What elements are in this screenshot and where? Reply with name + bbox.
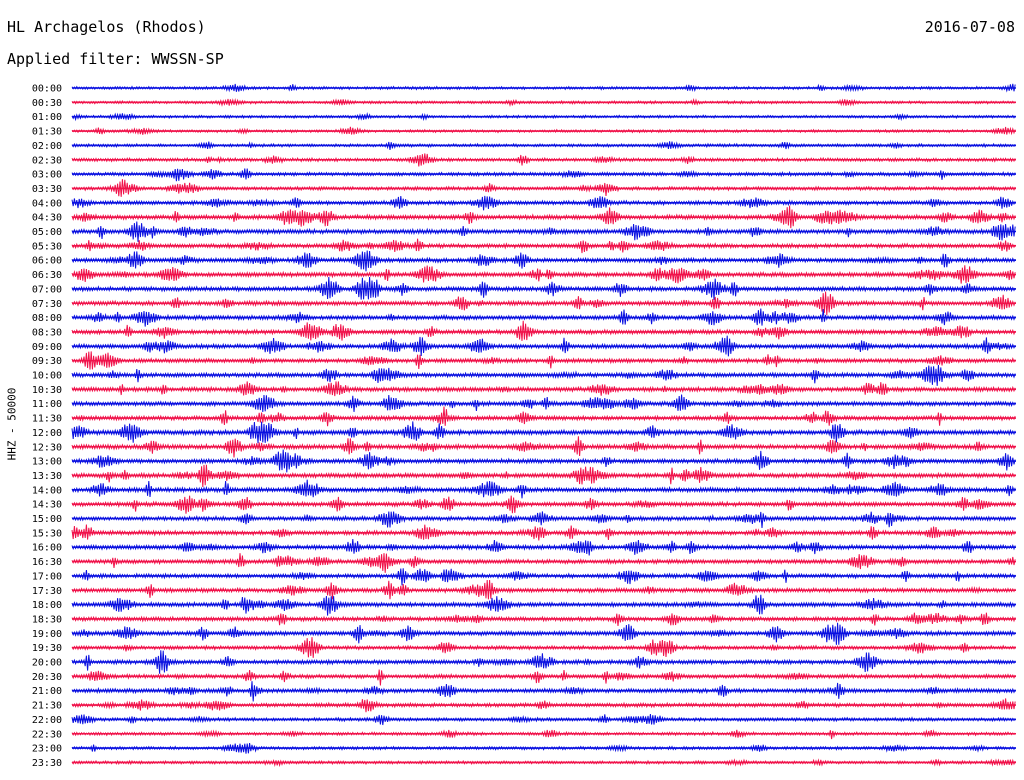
row-time-label: 14:30 [32,500,62,511]
trace-line [71,112,1016,122]
trace-line [71,276,1016,300]
trace-line [71,250,1016,272]
row-time-label: 17:30 [32,586,62,597]
trace-line [71,381,1016,397]
row-time-label: 09:30 [32,356,62,367]
row-time-label: 06:00 [32,256,62,267]
trace-line [71,729,1016,740]
row-time-label: 13:00 [32,457,62,468]
trace-line [71,421,1016,444]
trace-line [71,364,1016,386]
trace-line [71,594,1016,616]
trace-line [71,394,1016,413]
trace-line [71,141,1016,150]
row-time-label: 12:00 [32,428,62,439]
trace-line [71,669,1016,686]
row-time-label: 09:00 [32,342,62,353]
row-time-label: 03:30 [32,184,62,195]
row-time-label: 22:30 [32,729,62,740]
trace-line [71,195,1016,211]
row-time-label: 23:00 [32,744,62,755]
trace-line [71,205,1016,229]
trace-line [71,743,1016,754]
filter-label: Applied filter: WWSSN-SP [7,50,224,68]
trace-line [71,168,1016,182]
row-time-label: 21:00 [32,686,62,697]
trace-line [71,436,1016,458]
trace-line [71,153,1016,167]
trace-line [71,511,1016,529]
row-time-label: 13:30 [32,471,62,482]
row-time-label: 07:00 [32,284,62,295]
trace-line [71,568,1016,586]
row-time-label: 05:30 [32,241,62,252]
trace-line [71,524,1016,541]
trace-line [71,612,1016,626]
trace-line [71,479,1016,499]
trace-line [71,406,1016,427]
trace-line [71,449,1016,473]
row-time-label: 16:00 [32,543,62,554]
row-time-label: 16:30 [32,557,62,568]
row-time-label: 14:00 [32,485,62,496]
station-title: HL Archagelos (Rhodos) [7,18,206,36]
row-time-label: 06:30 [32,270,62,281]
row-time-label: 11:00 [32,399,62,410]
trace-line [71,83,1016,93]
trace-line [71,335,1016,357]
row-time-label: 04:00 [32,198,62,209]
row-time-label: 02:00 [32,141,62,152]
row-time-label: 15:00 [32,514,62,525]
row-time-label: 03:00 [32,170,62,181]
row-time-label: 22:00 [32,715,62,726]
row-time-label: 10:30 [32,385,62,396]
row-time-label: 02:30 [32,155,62,166]
trace-line [71,539,1016,556]
record-date: 2016-07-08 [924,18,1015,36]
trace-line [71,650,1016,674]
row-time-label: 01:30 [32,127,62,138]
row-time-label: 19:30 [32,643,62,654]
row-time-label: 08:00 [32,313,62,324]
trace-line [71,579,1016,600]
row-time-label: 15:30 [32,528,62,539]
trace-line [71,238,1016,254]
trace-line [71,351,1016,370]
row-time-label: 11:30 [32,414,62,425]
row-time-label: 18:30 [32,614,62,625]
trace-line [71,221,1016,242]
row-time-label: 18:00 [32,600,62,611]
trace-line [71,179,1016,197]
row-time-label: 00:00 [32,84,62,95]
trace-line [71,464,1016,488]
trace-line [71,495,1016,514]
row-time-label: 04:30 [32,213,62,224]
row-time-label: 17:00 [32,571,62,582]
trace-line [71,553,1016,573]
trace-line [71,265,1016,284]
trace-line [71,622,1016,645]
row-time-label: 20:00 [32,658,62,669]
trace-line [71,98,1016,108]
trace-line [71,698,1016,713]
row-time-label: 08:30 [32,327,62,338]
row-time-label: 00:30 [32,98,62,109]
row-time-label: 10:00 [32,371,62,382]
trace-line [71,308,1016,327]
trace-line [71,681,1016,702]
row-time-label: 23:30 [32,758,62,769]
row-time-label: 07:30 [32,299,62,310]
trace-line [71,320,1016,341]
row-time-label: 01:00 [32,112,62,123]
row-time-label: 19:00 [32,629,62,640]
trace-line [71,637,1016,658]
row-time-label: 20:30 [32,672,62,683]
row-time-label: 21:30 [32,701,62,712]
row-time-label: 05:00 [32,227,62,238]
trace-line [71,291,1016,316]
row-time-label: 12:30 [32,442,62,453]
